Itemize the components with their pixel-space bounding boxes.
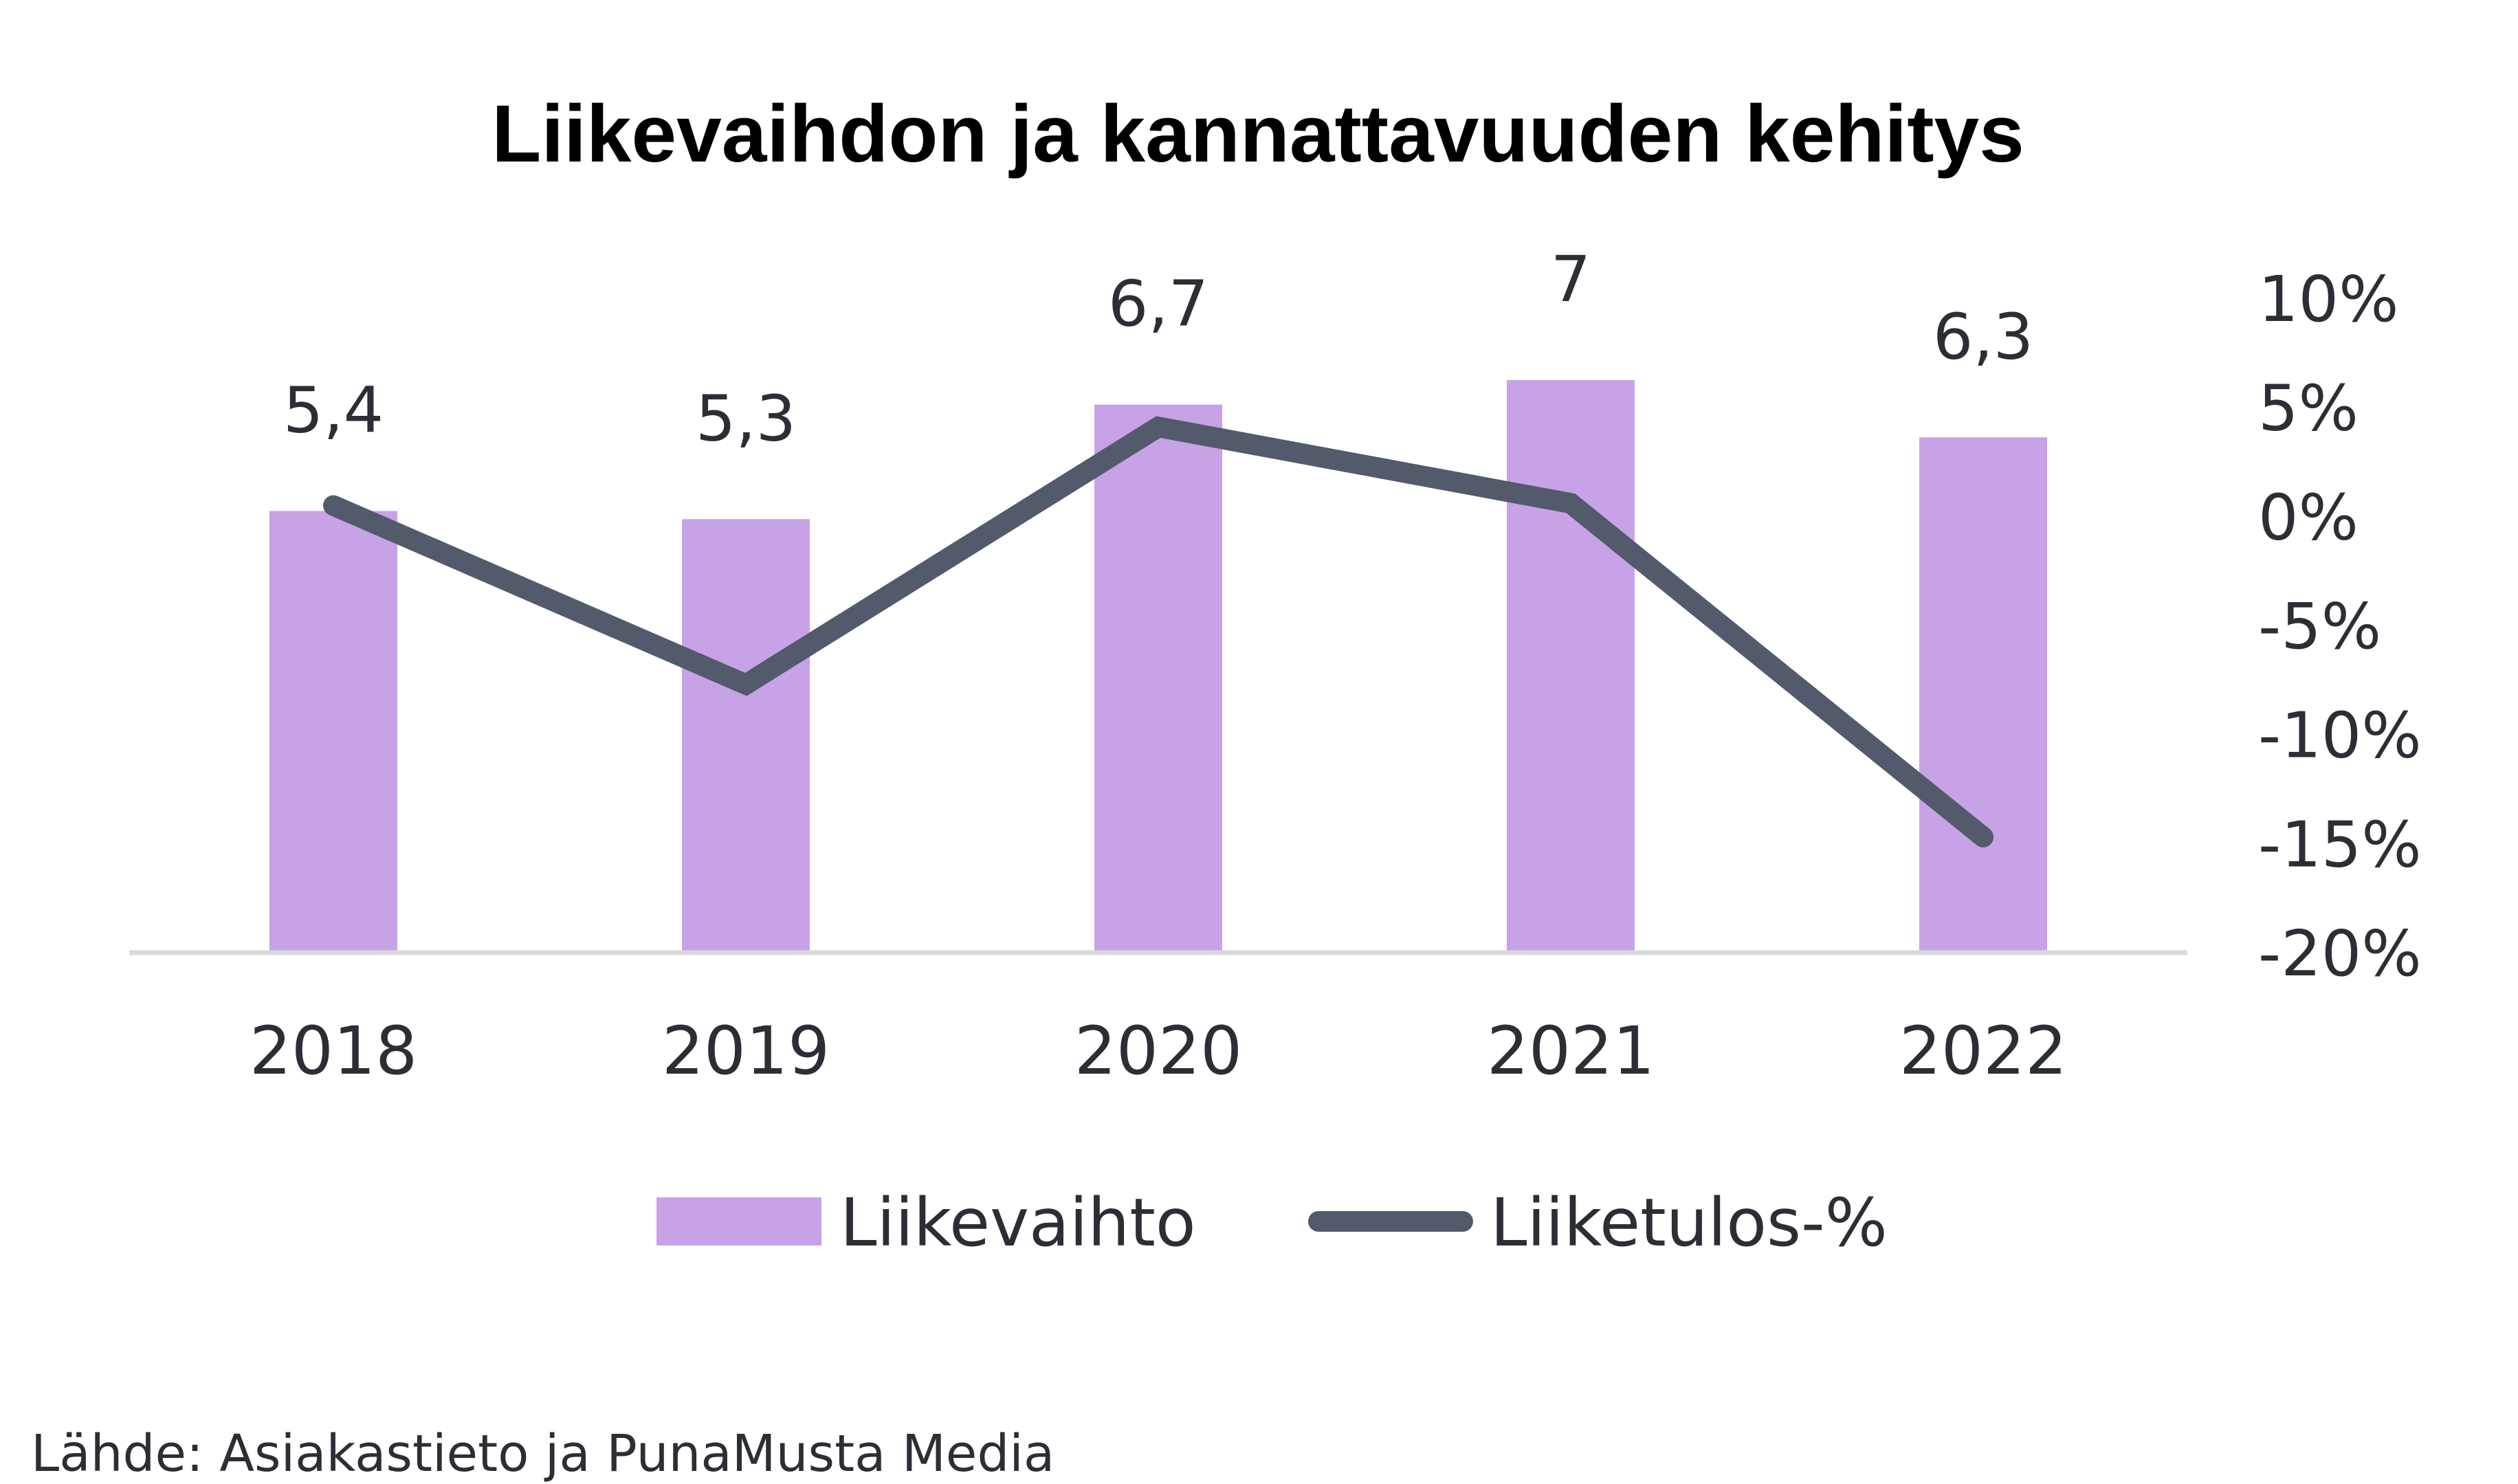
bar-data-label-2021: 7 — [1551, 243, 1591, 316]
x-tick-label-2018: 2018 — [250, 1012, 417, 1089]
y2-tick-label: 5% — [2258, 372, 2359, 445]
legend-label-liiketulos: Liiketulos-% — [1490, 1184, 1888, 1261]
y2-tick-label: -15% — [2258, 808, 2422, 881]
x-tick-label-2022: 2022 — [1899, 1012, 2067, 1089]
chart-title: Liikevaihdon ja kannattavuuden kehitys — [492, 89, 2024, 179]
x-tick-label-2021: 2021 — [1487, 1012, 1655, 1089]
bar-2022 — [1919, 437, 2047, 953]
legend-label-liikevaihto: Liikevaihto — [840, 1184, 1196, 1261]
y2-tick-label: 0% — [2258, 480, 2359, 554]
x-axis-ticks: 2018 2019 2020 2021 2022 — [250, 1012, 2067, 1089]
bar-2020 — [1094, 404, 1222, 953]
bar-data-label-2019: 5,3 — [696, 381, 796, 455]
bar-data-label-2022: 6,3 — [1933, 300, 2033, 373]
line-layer — [323, 416, 1994, 848]
bar-2021 — [1507, 380, 1635, 953]
legend-swatch-liikevaihto — [656, 1197, 821, 1245]
y2-tick-label: -20% — [2258, 917, 2422, 990]
bars-layer — [269, 380, 2047, 953]
bar-2018 — [269, 511, 397, 953]
y2-tick-label: -5% — [2258, 590, 2381, 663]
source-note: Lähde: Asiakastieto ja PunaMusta Media — [31, 1424, 1054, 1483]
x-tick-label-2019: 2019 — [662, 1012, 830, 1089]
bar-data-label-2020: 6,7 — [1108, 267, 1208, 341]
bar-2019 — [682, 519, 810, 953]
legend: Liikevaihto Liiketulos-% — [656, 1184, 1888, 1261]
y2-tick-label: -10% — [2258, 699, 2422, 773]
x-tick-label-2020: 2020 — [1074, 1012, 1242, 1089]
y2-tick-label: 10% — [2258, 263, 2398, 336]
secondary-y-axis-ticks: 10% 5% 0% -5% -10% -15% -20% — [2258, 263, 2422, 990]
data-labels-layer: 5,4 5,3 6,7 7 6,3 — [283, 243, 2033, 455]
bar-data-label-2018: 5,4 — [283, 373, 384, 447]
